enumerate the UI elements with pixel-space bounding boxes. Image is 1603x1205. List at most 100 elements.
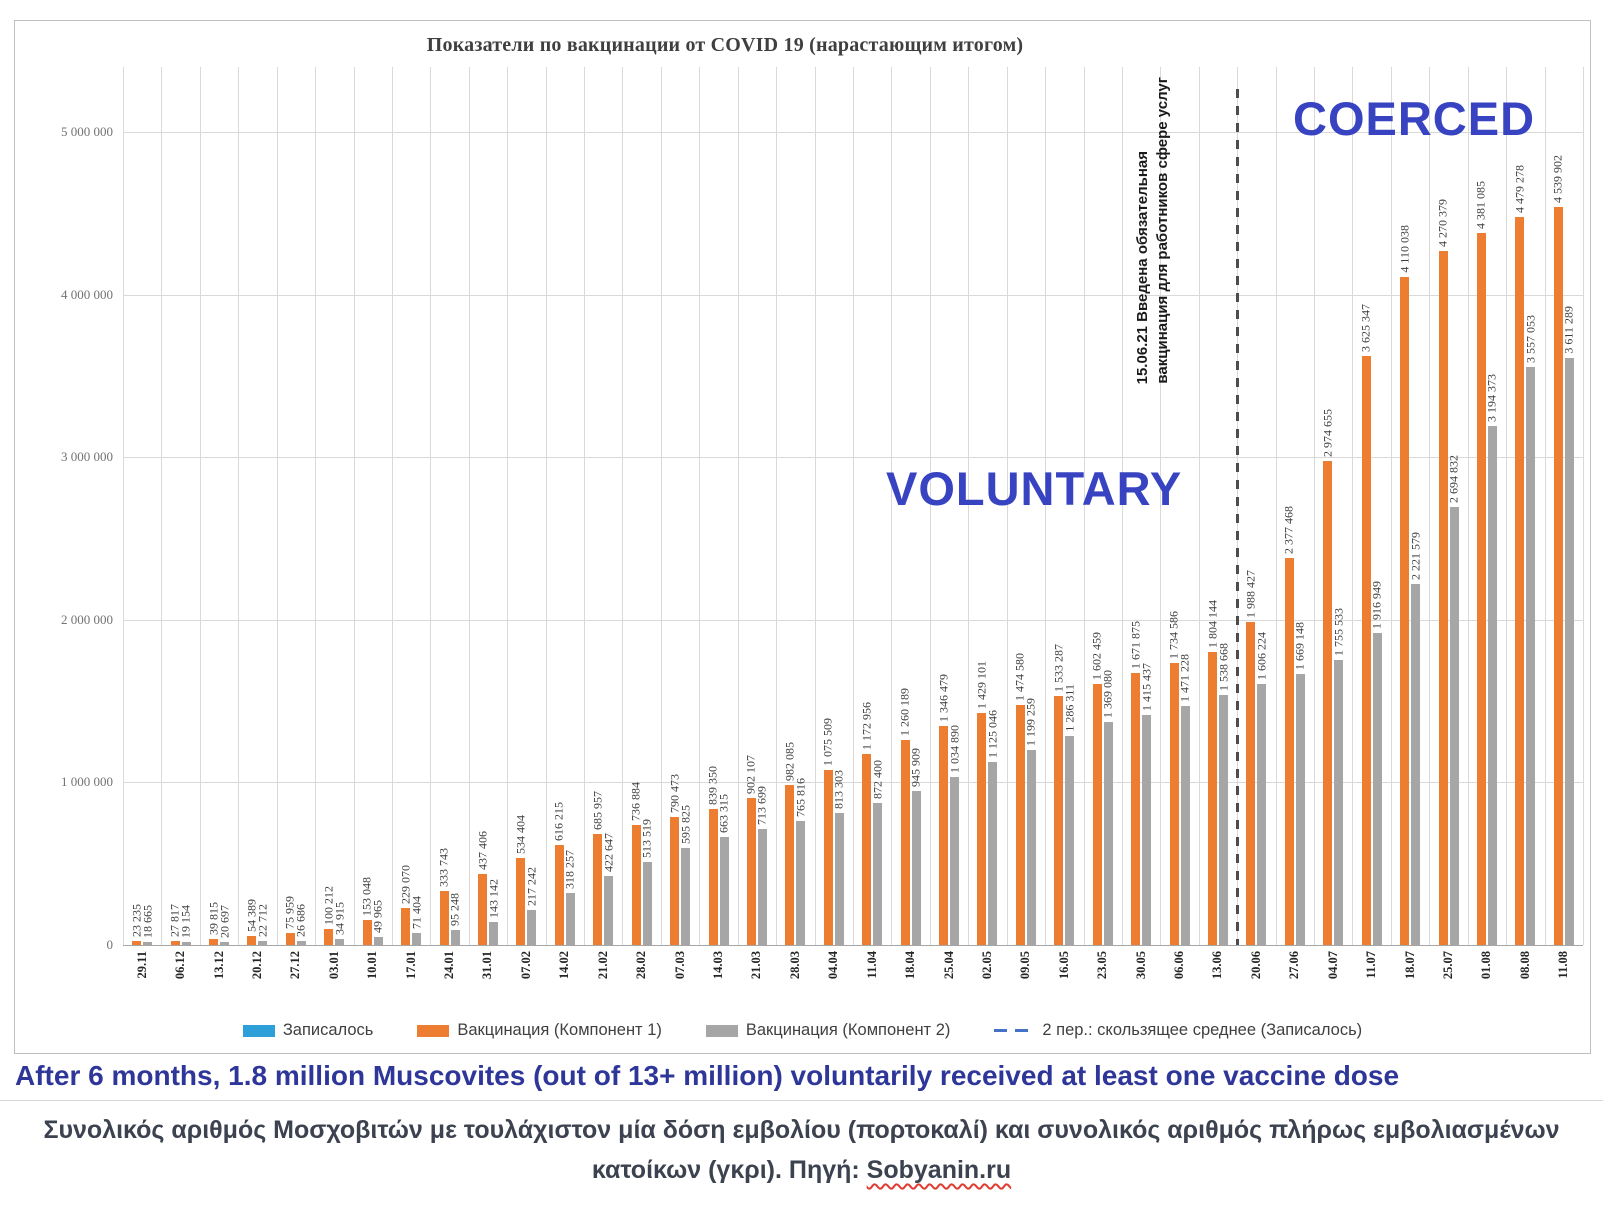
voluntary-label: VOLUNTARY — [886, 462, 1183, 515]
bar-value-label: 49 965 — [370, 899, 385, 933]
bar-component2: 49 965 — [371, 900, 385, 945]
bar-component2: 18 665 — [140, 905, 154, 945]
y-axis-tick: 2 000 000 — [61, 611, 113, 627]
x-axis-label: 09.05 — [1007, 951, 1045, 1003]
x-axis-label-text: 04.07 — [1325, 951, 1340, 980]
bar-component2: 22 712 — [255, 904, 269, 945]
x-axis-label: 14.02 — [546, 951, 584, 1003]
x-axis-label-text: 11.08 — [1556, 951, 1571, 979]
chart-frame: Показатели по вакцинации от COVID 19 (на… — [14, 20, 1591, 1054]
bar-component1: 4 479 278 — [1512, 165, 1526, 945]
bar-component2: 1 125 046 — [985, 710, 999, 945]
x-axis-label: 06.12 — [161, 951, 199, 1003]
bar-component1: 1 346 479 — [936, 674, 950, 945]
gridline-vertical — [1045, 67, 1047, 945]
gridline-vertical — [1275, 67, 1277, 945]
gridline-vertical — [430, 67, 432, 945]
x-axis-label: 27.06 — [1276, 951, 1314, 1003]
gridline-vertical — [123, 67, 124, 945]
bar-value-label: 95 248 — [447, 892, 462, 926]
bar-component1: 23 235 — [129, 904, 143, 945]
bar-value-label: 437 406 — [475, 830, 489, 870]
bar-component2: 765 816 — [793, 778, 807, 945]
bar-component2: 945 909 — [909, 748, 923, 945]
bar-value-label: 1 034 890 — [947, 724, 962, 773]
bar-component1: 790 473 — [667, 774, 681, 945]
bar-component1: 4 110 038 — [1397, 225, 1411, 945]
caption-divider-line — [0, 1100, 1603, 1101]
bar-component2: 1 369 080 — [1101, 670, 1115, 945]
y-axis-tick: 4 000 000 — [61, 286, 113, 302]
gridline-vertical — [1314, 67, 1316, 945]
bar-component1: 736 884 — [629, 782, 643, 945]
x-axis-label: 11.04 — [853, 951, 891, 1003]
bar-value-label: 1 538 668 — [1216, 642, 1230, 691]
x-axis-label-text: 10.01 — [365, 951, 380, 980]
gridline-vertical — [1429, 67, 1431, 945]
legend-label: Вакцинация (Компонент 1) — [457, 1021, 662, 1039]
y-axis-tick: 0 — [106, 937, 114, 952]
x-axis-label: 07.02 — [507, 951, 545, 1003]
gridline-vertical — [315, 67, 317, 945]
bar-value-label: 333 743 — [436, 847, 451, 887]
gridline-vertical — [853, 67, 854, 945]
bar-component2: 1 471 228 — [1178, 654, 1192, 945]
bar-component1: 839 350 — [706, 766, 720, 945]
plot-area: 23 235 18 665 27 817 19 154 39 815 20 697 54 3… — [123, 21, 1584, 946]
x-axis-label: 04.04 — [815, 951, 853, 1003]
caption-greek-line2: κατοίκων (γκρι). Πηγή: Sobyanin.ru — [0, 1156, 1603, 1185]
x-axis-label-text: 27.12 — [288, 951, 303, 980]
x-axis-label: 18.07 — [1391, 951, 1429, 1003]
bar-component1: 2 974 655 — [1320, 409, 1334, 945]
x-axis-label-text: 09.05 — [1018, 951, 1033, 980]
legend-item-signups: Записалось — [242, 1021, 373, 1040]
bar-value-label: 713 699 — [754, 786, 769, 825]
bar-value-label: 20 697 — [217, 904, 232, 938]
x-axis-label-text: 11.04 — [864, 951, 879, 979]
bar-value-label: 19 154 — [178, 904, 193, 938]
bar-value-label: 22 712 — [255, 904, 270, 938]
chart-title: Показатели по вакцинации от COVID 19 (на… — [426, 34, 1024, 56]
bar-value-label: 1 669 148 — [1292, 621, 1307, 670]
gridline-vertical — [968, 67, 970, 945]
bar-value-label: 982 085 — [782, 742, 797, 782]
bar-value-label: 71 404 — [409, 896, 424, 930]
gridline-vertical — [1006, 67, 1008, 945]
bar-value-label: 422 647 — [601, 833, 616, 873]
gridline-vertical — [891, 67, 893, 945]
gridline-vertical — [353, 67, 355, 945]
gridline-vertical — [276, 67, 278, 945]
x-axis-label: 31.01 — [469, 951, 507, 1003]
bar-component1: 39 815 — [206, 902, 220, 945]
gridline-vertical — [1121, 67, 1123, 945]
x-axis-label-text: 14.02 — [557, 951, 572, 980]
legend-label: Вакцинация (Компонент 2) — [745, 1021, 951, 1039]
gridline-vertical — [622, 67, 624, 945]
x-axis-label-text: 06.06 — [1172, 951, 1187, 980]
bar-component2: 1 916 949 — [1370, 581, 1384, 945]
gridline-vertical — [468, 67, 470, 945]
y-axis-tick: 1 000 000 — [61, 774, 113, 790]
x-axis-label-text: 02.05 — [979, 951, 994, 980]
x-axis-label: 13.06 — [1199, 951, 1237, 1003]
bar-value-label: 663 315 — [716, 794, 731, 834]
bar-value-label: 1 471 228 — [1177, 653, 1192, 702]
x-axis-label-text: 16.05 — [1056, 951, 1071, 980]
bar-value-label: 1 260 189 — [897, 688, 912, 737]
bar-component1: 437 406 — [475, 831, 489, 945]
bar-value-label: 4 110 038 — [1397, 225, 1412, 273]
x-axis-label-text: 20.12 — [249, 951, 264, 980]
x-axis-label: 01.08 — [1468, 951, 1506, 1003]
bar-component2: 663 315 — [717, 794, 731, 945]
bar-value-label: 2 694 832 — [1446, 454, 1461, 503]
bar-component1: 1 075 509 — [821, 718, 835, 945]
bar-component2: 1 034 890 — [947, 725, 961, 945]
bar-component1: 685 957 — [590, 791, 604, 945]
gridline-vertical — [1352, 67, 1354, 945]
bar-value-label: 3 611 289 — [1561, 306, 1576, 354]
bar-value-label: 2 221 579 — [1408, 531, 1423, 580]
bar-component1: 333 743 — [437, 848, 451, 945]
x-axis-label-text: 18.07 — [1402, 951, 1417, 980]
bar-component2: 2 694 832 — [1447, 455, 1461, 945]
bar-value-label: 1 172 956 — [859, 702, 874, 751]
